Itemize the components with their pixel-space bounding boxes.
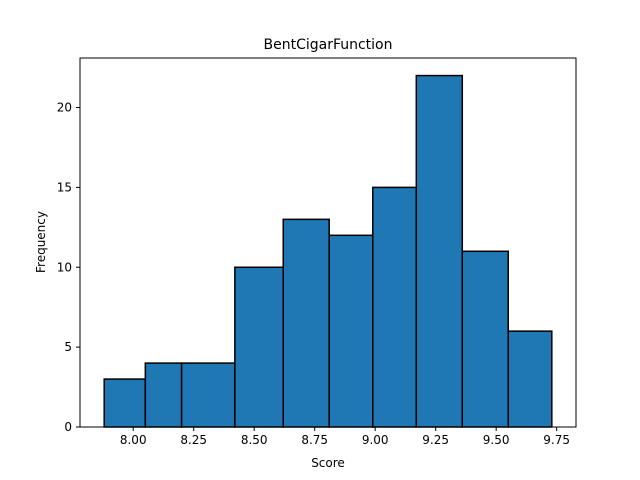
y-tick-label: 0 <box>64 420 72 434</box>
y-axis-title: Frequency <box>34 211 48 273</box>
x-tick-label: 8.25 <box>180 433 207 447</box>
histogram-bar <box>507 330 553 428</box>
y-tick-label: 5 <box>64 340 72 354</box>
y-tick-label: 20 <box>57 101 72 115</box>
histogram-bar <box>103 378 147 428</box>
x-tick-label: 9.00 <box>362 433 389 447</box>
x-tick-label: 8.75 <box>301 433 328 447</box>
histogram-bar <box>461 250 510 428</box>
bars-group <box>103 74 553 428</box>
x-axis-ticks: 8.00 8.25 8.50 8.75 9.00 9.25 9.50 9.75 <box>120 427 570 447</box>
histogram-bar <box>372 186 418 428</box>
y-tick-label: 10 <box>57 260 72 274</box>
x-tick-label: 9.75 <box>543 433 570 447</box>
histogram-bar <box>234 266 284 428</box>
histogram-bar <box>180 362 236 428</box>
x-tick-label: 8.50 <box>241 433 268 447</box>
histogram-bar <box>144 362 183 428</box>
x-tick-label: 9.50 <box>483 433 510 447</box>
x-tick-label: 8.00 <box>120 433 147 447</box>
histogram-bar <box>415 74 464 428</box>
x-axis-title: Score <box>311 456 345 470</box>
plot-frame <box>79 57 577 428</box>
histogram-bar <box>282 218 330 428</box>
histogram-bar <box>328 234 374 428</box>
chart-title: BentCigarFunction <box>263 37 392 53</box>
y-tick-label: 15 <box>57 180 72 194</box>
y-axis-ticks: 0 5 10 15 20 <box>57 101 80 434</box>
x-tick-label: 9.25 <box>422 433 449 447</box>
